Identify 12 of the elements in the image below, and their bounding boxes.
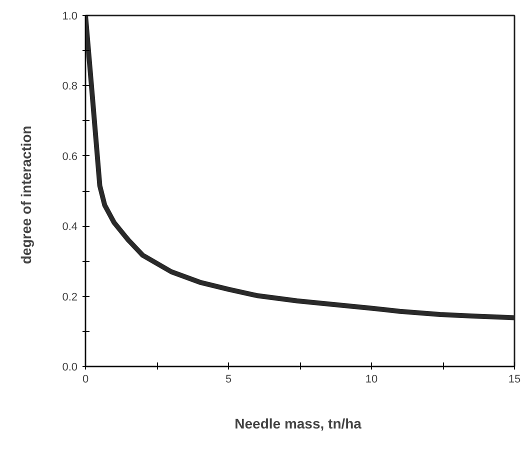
y-tick-label: 0.4 <box>62 221 78 234</box>
x-tick-label: 0 <box>82 374 89 386</box>
x-tick-label: 10 <box>365 374 378 386</box>
y-tick-label: 0.2 <box>62 291 78 304</box>
y-axis-title: degree of interaction <box>18 126 34 264</box>
x-axis-title: Needle mass, tn/ha <box>234 416 362 432</box>
text: 1.0 <box>62 10 78 22</box>
x-tick-label: 5 <box>225 374 232 386</box>
text: 0.0 <box>62 362 78 374</box>
x-tick-label: 15 <box>508 374 521 386</box>
y-tick-label: 0.6 <box>62 150 78 163</box>
y-tick-label: 0.8 <box>62 80 78 93</box>
